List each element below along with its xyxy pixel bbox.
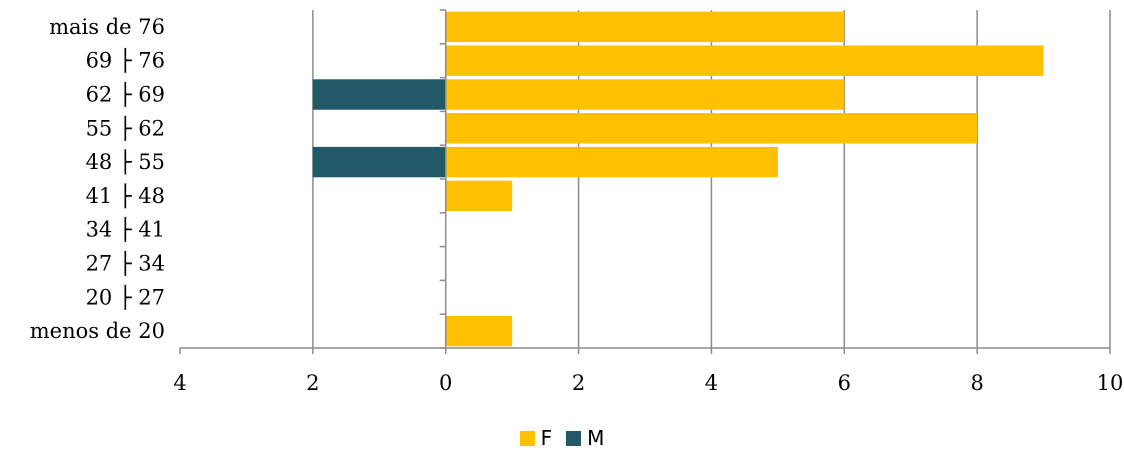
x-tick-label: 6 [838, 371, 851, 395]
bar-f [445, 146, 778, 178]
legend-swatch-m [566, 430, 582, 446]
legend-label-f: F [540, 426, 553, 450]
bar-m [312, 79, 446, 110]
category-label: mais de 76 [49, 15, 165, 39]
x-tick-labels: 4 2 0 2 4 6 8 10 [173, 371, 1123, 395]
x-tick-label: 8 [970, 371, 983, 395]
category-label: 69 ├ 76 [86, 48, 165, 74]
bar-f [445, 79, 845, 110]
bar-f [445, 315, 513, 347]
x-tick-label: 4 [705, 371, 718, 395]
category-label: 20 ├ 27 [86, 284, 165, 310]
category-label: 34 ├ 41 [86, 217, 165, 243]
x-tick-label: 4 [173, 371, 186, 395]
category-label: 27 ├ 34 [86, 251, 165, 277]
legend-item-m: M [566, 426, 604, 450]
category-label: 55 ├ 62 [86, 115, 165, 141]
bars [312, 11, 1044, 347]
category-label: 62 ├ 69 [86, 82, 165, 108]
category-label: menos de 20 [30, 319, 165, 343]
category-label: 48 ├ 55 [86, 149, 165, 175]
legend-swatch-f [519, 430, 535, 446]
legend-label-m: M [587, 426, 605, 450]
x-tick-label: 2 [306, 371, 319, 395]
x-tick-label: 0 [439, 371, 452, 395]
bar-f [445, 11, 845, 43]
bar-f [445, 113, 978, 144]
category-label: 41 ├ 48 [86, 183, 165, 209]
bar-f [445, 180, 513, 212]
axes [179, 9, 1111, 354]
bar-f [445, 45, 1044, 76]
bar-m [312, 146, 446, 178]
x-tick-label: 10 [1097, 371, 1124, 395]
x-tick-label: 2 [572, 371, 585, 395]
legend: F M [0, 426, 1124, 450]
legend-item-f: F [519, 426, 553, 450]
category-labels: menos de 20 20 ├ 27 27 ├ 34 34 ├ 41 41 ├ 48 4… [30, 15, 165, 343]
